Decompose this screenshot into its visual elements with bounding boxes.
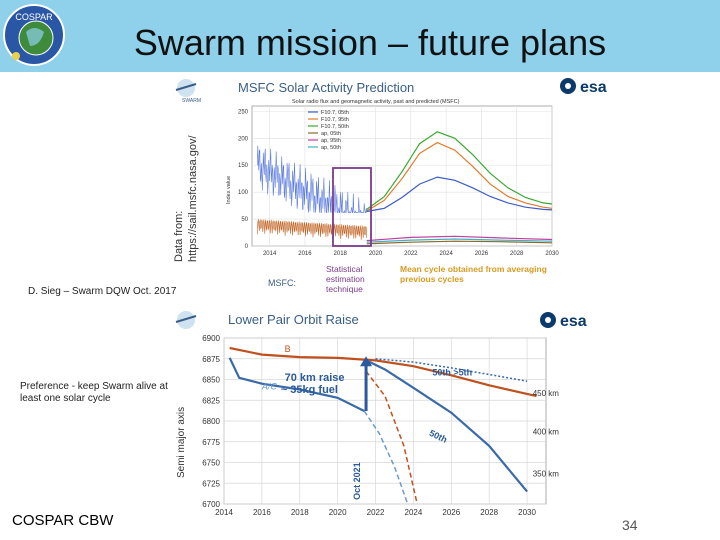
y-tick-label: 200 bbox=[238, 136, 249, 142]
x-tick-label: 2024 bbox=[405, 508, 423, 517]
label-ac: A/C bbox=[261, 381, 278, 391]
svg-text:COSPAR: COSPAR bbox=[15, 12, 53, 22]
historical-data bbox=[257, 145, 367, 240]
km-450-label: 450 km bbox=[533, 389, 560, 398]
x-tick-label: 2024 bbox=[439, 251, 453, 257]
series-ap-95th bbox=[366, 235, 553, 242]
series-a-c bbox=[228, 357, 365, 412]
swarm-logo: SWARM bbox=[175, 79, 201, 104]
orbit-raise-figure: Lower Pair Orbit Raise esa Semi major ax… bbox=[168, 308, 608, 526]
x-tick-label: 2030 bbox=[518, 508, 536, 517]
svg-text:SWARM: SWARM bbox=[182, 98, 201, 104]
x-tick-label: 2020 bbox=[329, 508, 347, 517]
x-tick-label: 2026 bbox=[475, 251, 489, 257]
x-tick-label: 2018 bbox=[291, 508, 309, 517]
x-tick-label: 2014 bbox=[215, 508, 233, 517]
panel-top-title: MSFC Solar Activity Prediction bbox=[238, 80, 414, 95]
y-tick-label: 0 bbox=[245, 244, 249, 250]
label-b: B bbox=[285, 344, 291, 354]
panel-top-subtitle: Solar radio flux and geomagnetic activit… bbox=[292, 99, 460, 105]
x-tick-label: 2016 bbox=[298, 251, 312, 257]
series-ap-50th bbox=[366, 238, 553, 243]
caption-middle: Preference - keep Swarm alive at least o… bbox=[20, 381, 168, 404]
y-tick-label: 6800 bbox=[202, 417, 220, 426]
y-tick-label: 6775 bbox=[202, 438, 220, 447]
y-tick-label: 150 bbox=[238, 163, 249, 169]
solar-activity-figure: SWARM MSFC Solar Activity Prediction esa… bbox=[168, 72, 620, 304]
history-ap bbox=[257, 218, 367, 240]
history-f107 bbox=[257, 145, 367, 213]
x-tick-label: 2030 bbox=[545, 251, 559, 257]
swarm-logo-2 bbox=[175, 311, 197, 329]
x-tick-label: 2028 bbox=[510, 251, 524, 257]
y-tick-label: 6725 bbox=[202, 479, 220, 488]
legend-entry: F10.7, 50th bbox=[321, 124, 349, 130]
svg-text:esa: esa bbox=[580, 79, 607, 96]
y-tick-label: 50 bbox=[241, 217, 248, 223]
legend-entry: F10.7, 05th bbox=[321, 110, 349, 116]
esa-logo: esa bbox=[560, 78, 607, 96]
legend-entry: F10.7, 95th bbox=[321, 117, 349, 123]
y-tick-label: 100 bbox=[238, 190, 249, 196]
legend-entry: ap, 95th bbox=[321, 138, 341, 144]
header-bar bbox=[0, 0, 720, 72]
page-number: 34 bbox=[622, 517, 638, 533]
y-tick-label: 6750 bbox=[202, 459, 220, 468]
plot-frame-top bbox=[251, 105, 553, 247]
series-f10-7-95th bbox=[366, 141, 553, 212]
series-a-c-no-raise- bbox=[363, 410, 409, 505]
y-axis-label: Index value bbox=[226, 176, 232, 204]
panel-bottom-title: Lower Pair Orbit Raise bbox=[228, 312, 359, 327]
semi-major-axis-label: Semi major axis bbox=[176, 407, 187, 478]
raise-arrowhead bbox=[360, 356, 373, 367]
cospar-logo: COSPAR bbox=[3, 4, 65, 66]
y-tick-label: 6850 bbox=[202, 376, 220, 385]
msfc-label: MSFC: bbox=[268, 278, 296, 288]
x-tick-label: 2022 bbox=[367, 508, 385, 517]
km-400-label: 400 km bbox=[533, 427, 560, 436]
series-b-no-raise- bbox=[365, 370, 418, 505]
legend-entry: ap, 50th bbox=[321, 145, 341, 151]
legend-entry: ap, 05th bbox=[321, 131, 341, 137]
series-b bbox=[229, 346, 537, 398]
footer-label: COSPAR CBW bbox=[12, 512, 114, 529]
statistical-note: Statistical estimation technique bbox=[326, 264, 365, 294]
series-ap-05th bbox=[366, 240, 553, 245]
x-tick-label: 2020 bbox=[369, 251, 383, 257]
x-tick-label: 2018 bbox=[334, 251, 348, 257]
statistical-estimation-box bbox=[332, 167, 372, 247]
x-tick-label: 2028 bbox=[480, 508, 498, 517]
x-tick-label: 2014 bbox=[263, 251, 277, 257]
series-50th-to-5th bbox=[375, 358, 528, 382]
data-source-label: Data from: bbox=[173, 211, 185, 262]
x-tick-label: 2022 bbox=[404, 251, 418, 257]
series-f10-7-05th bbox=[366, 176, 553, 213]
y-tick-label: 6875 bbox=[202, 355, 220, 364]
label-50-5: 50th >5th bbox=[432, 367, 472, 377]
series-f10-7-50th bbox=[366, 131, 553, 210]
y-tick-label: 6825 bbox=[202, 396, 220, 405]
km-350-label: 350 km bbox=[533, 470, 560, 479]
page-title: Swarm mission – future plans bbox=[133, 22, 607, 63]
y-tick-label: 250 bbox=[238, 109, 249, 115]
x-tick-label: 2026 bbox=[442, 508, 460, 517]
mean-cycle-note: Mean cycle obtained from averaging previ… bbox=[400, 264, 547, 284]
x-tick-label: 2016 bbox=[253, 508, 271, 517]
svg-text:esa: esa bbox=[560, 313, 587, 330]
raise-text-2: ~ 35kg fuel bbox=[281, 384, 338, 396]
raise-text-1: 70 km raise bbox=[285, 372, 345, 384]
esa-logo-2: esa bbox=[540, 312, 587, 330]
caption-top: D. Sieg – Swarm DQW Oct. 2017 bbox=[28, 286, 177, 297]
data-source-url: https://sail.msfc.nasa.gov/ bbox=[187, 135, 199, 262]
oct-2021-label: Oct 2021 bbox=[352, 462, 362, 500]
series-a-c-raised bbox=[367, 360, 528, 493]
y-tick-label: 6700 bbox=[202, 500, 220, 509]
y-tick-label: 6900 bbox=[202, 334, 220, 343]
